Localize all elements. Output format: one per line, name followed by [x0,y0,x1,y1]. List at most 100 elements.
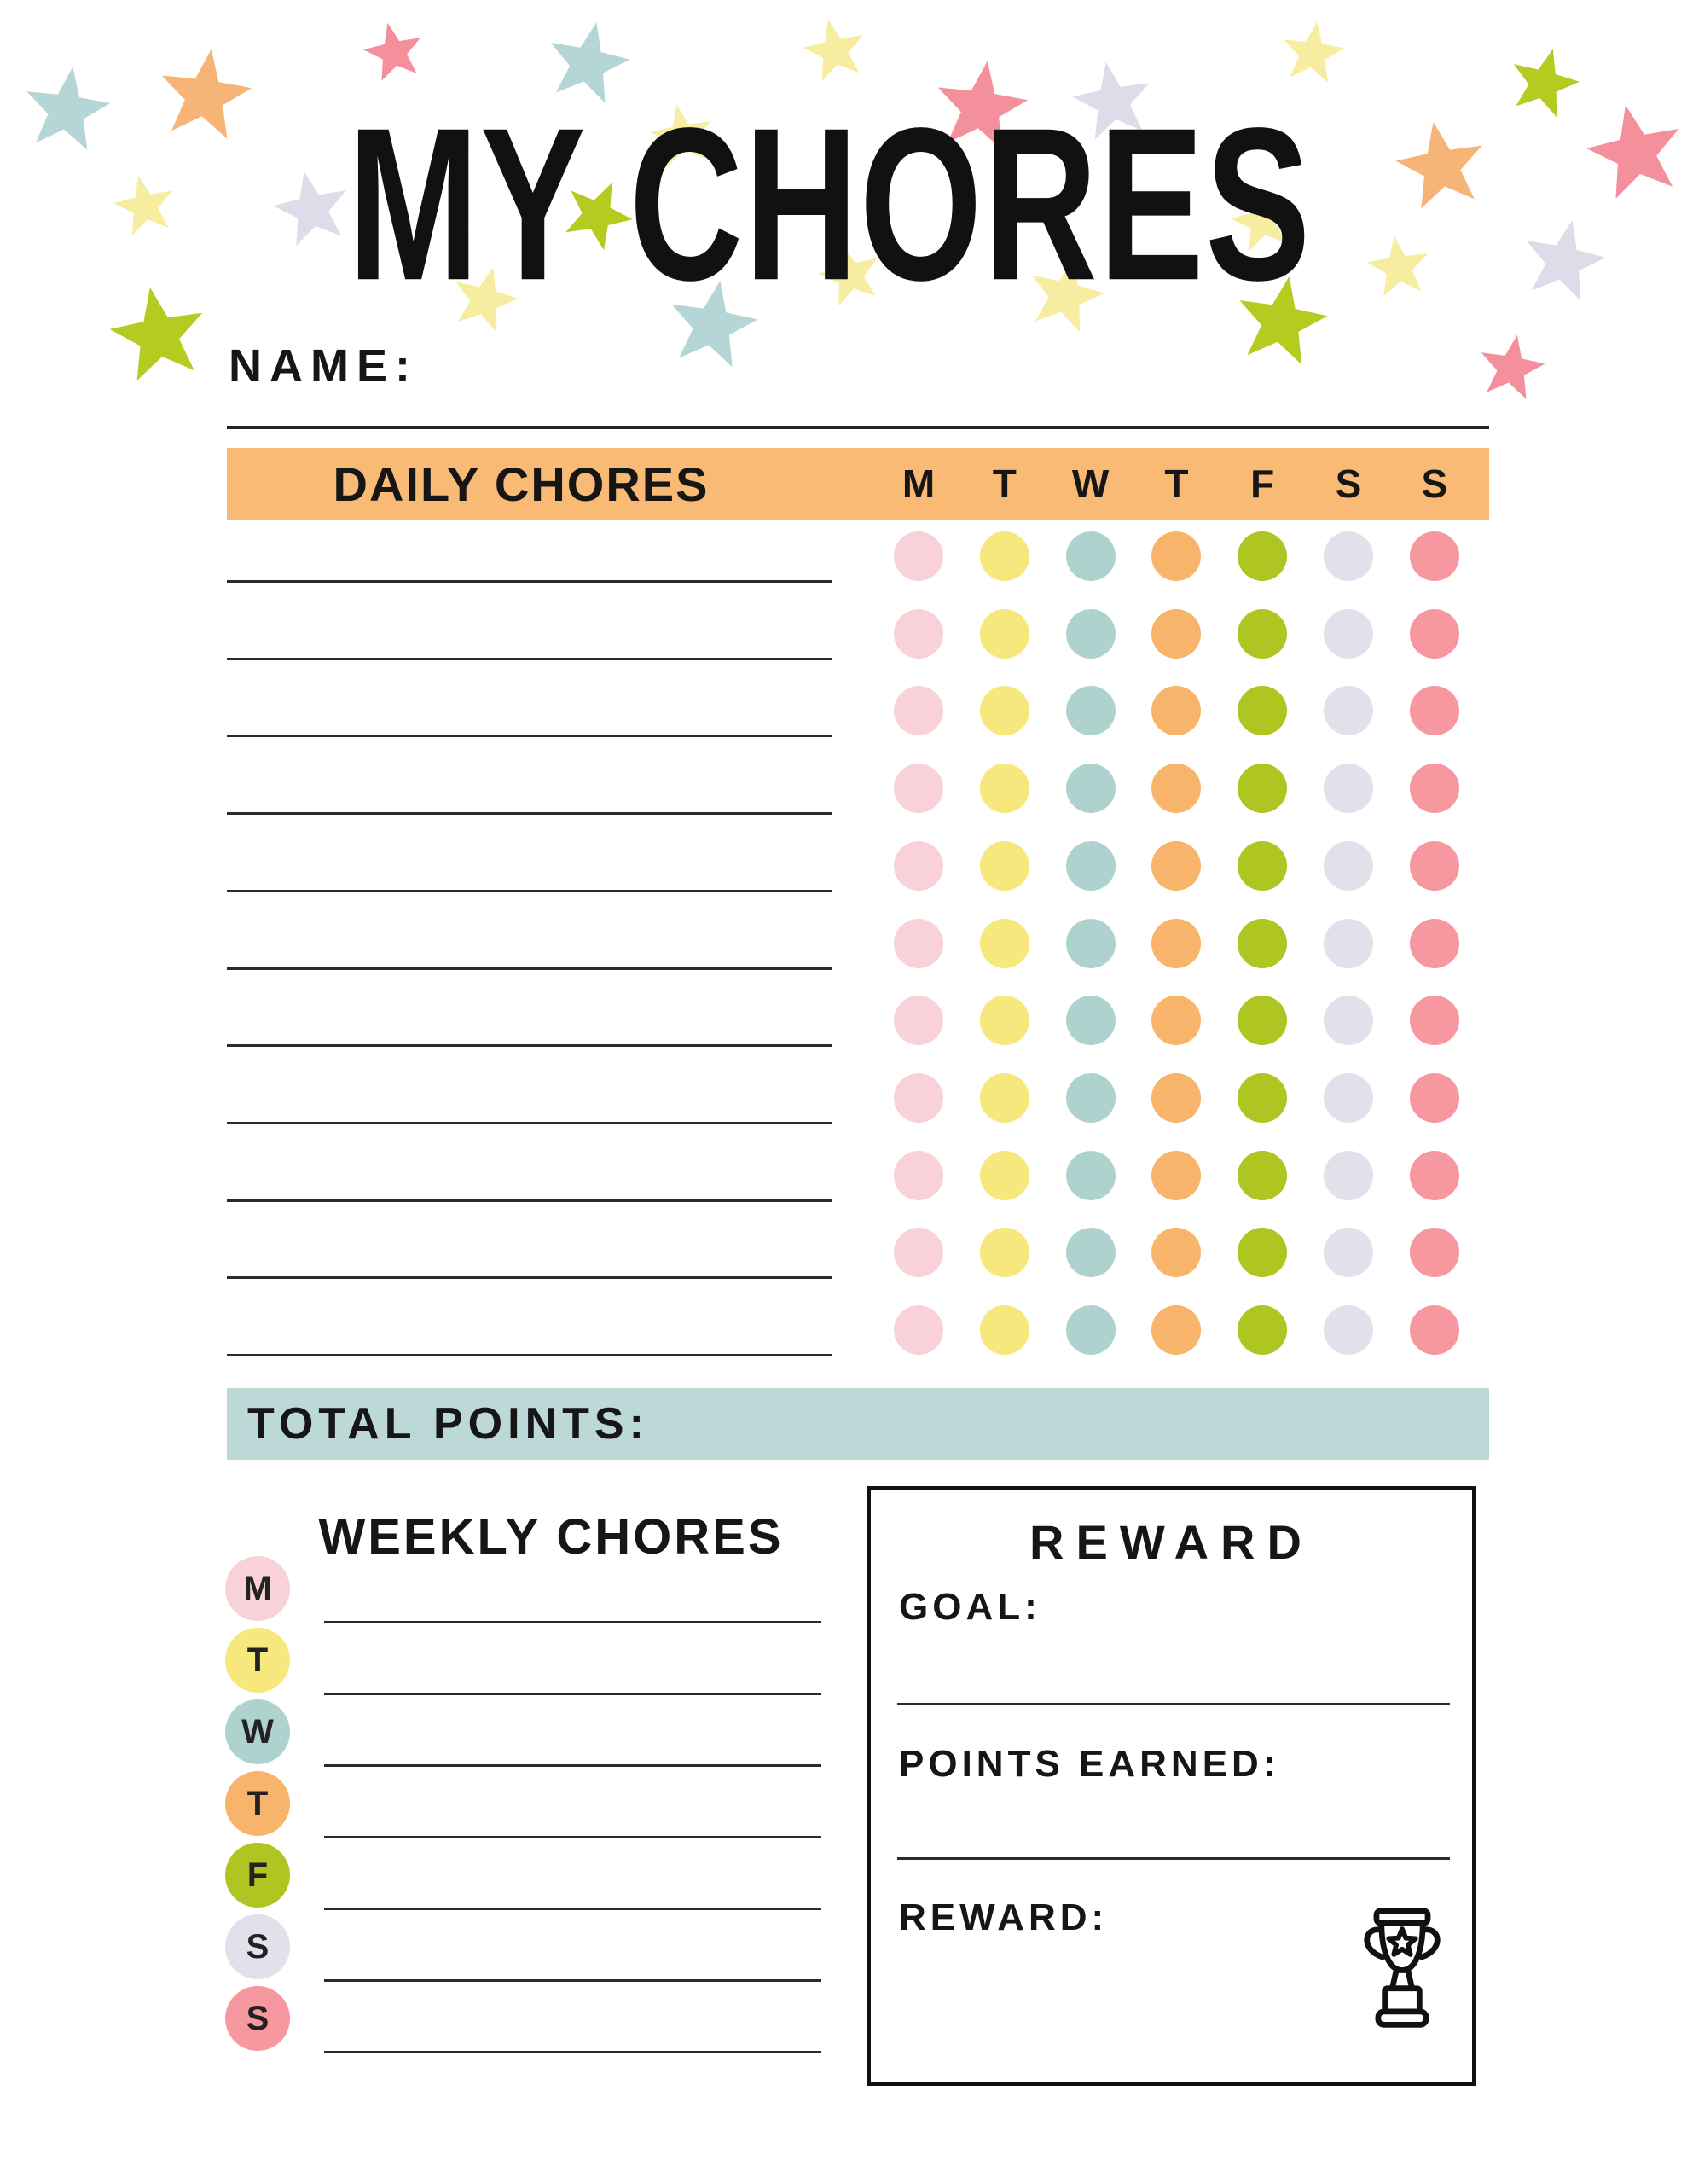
daily-dot[interactable] [1324,1150,1373,1200]
daily-dot[interactable] [1409,686,1459,736]
daily-dot[interactable] [1065,918,1116,968]
daily-chore-input-line[interactable] [227,580,832,583]
daily-dot[interactable] [1238,1150,1288,1200]
daily-dot[interactable] [1151,918,1202,968]
daily-dot[interactable] [894,840,943,891]
weekly-chore-input-line[interactable] [324,1764,821,1767]
daily-dot[interactable] [1065,531,1116,581]
daily-dot[interactable] [1065,1072,1116,1123]
daily-dot[interactable] [894,764,943,814]
daily-dot[interactable] [1238,840,1288,891]
weekly-chore-input-line[interactable] [324,1979,821,1982]
daily-chore-input-line[interactable] [227,1276,832,1280]
daily-dot[interactable] [1151,608,1202,659]
daily-dot[interactable] [979,1150,1029,1200]
daily-dot[interactable] [1324,686,1373,736]
daily-chore-input-line[interactable] [227,1354,832,1356]
weekly-chore-input-line[interactable] [324,1908,821,1910]
daily-dot[interactable] [894,608,943,659]
daily-dot[interactable] [1065,1228,1116,1278]
daily-chore-input-line[interactable] [227,1199,832,1202]
daily-dot[interactable] [1238,608,1288,659]
daily-dot[interactable] [1238,531,1288,581]
daily-dot[interactable] [1409,918,1459,968]
daily-dot[interactable] [979,608,1029,659]
daily-dot[interactable] [894,1305,943,1355]
daily-dot[interactable] [1151,1150,1202,1200]
daily-dot[interactable] [979,1305,1029,1355]
daily-dot[interactable] [979,764,1029,814]
daily-dot[interactable] [1065,686,1116,736]
daily-dot[interactable] [894,1150,943,1200]
daily-dot[interactable] [1409,1150,1459,1200]
daily-dot[interactable] [1238,996,1288,1046]
daily-dot[interactable] [1151,764,1202,814]
daily-dot[interactable] [894,1072,943,1123]
daily-dot[interactable] [1238,686,1288,736]
weekly-chore-input-line[interactable] [324,1836,821,1838]
daily-dot[interactable] [1151,1305,1202,1355]
daily-dot[interactable] [1151,686,1202,736]
daily-dot[interactable] [1151,1228,1202,1278]
daily-dot[interactable] [979,840,1029,891]
daily-dot[interactable] [1324,608,1373,659]
daily-dot[interactable] [1151,840,1202,891]
daily-dot[interactable] [1324,1305,1373,1355]
daily-dot[interactable] [1409,1228,1459,1278]
daily-dot[interactable] [979,1228,1029,1278]
daily-dot[interactable] [1324,531,1373,581]
name-input-line[interactable] [227,426,1489,429]
daily-dot[interactable] [1065,608,1116,659]
daily-chore-input-line[interactable] [227,967,832,970]
weekly-chore-input-line[interactable] [324,2051,821,2053]
weekly-chore-input-line[interactable] [324,1693,821,1695]
daily-dot[interactable] [1324,764,1373,814]
daily-dot[interactable] [1409,840,1459,891]
daily-chore-input-line[interactable] [227,735,832,738]
daily-dot[interactable] [1324,918,1373,968]
daily-dot[interactable] [1324,1072,1373,1123]
daily-dot[interactable] [894,1228,943,1278]
daily-dot[interactable] [1151,1072,1202,1123]
daily-dot[interactable] [979,996,1029,1046]
daily-dot[interactable] [1409,1305,1459,1355]
daily-dot[interactable] [1409,531,1459,581]
daily-dot[interactable] [1238,1228,1288,1278]
daily-dot[interactable] [1238,918,1288,968]
daily-dot[interactable] [894,996,943,1046]
daily-dot[interactable] [979,918,1029,968]
daily-chore-input-line[interactable] [227,1044,832,1048]
daily-dot[interactable] [1065,1150,1116,1200]
daily-chore-input-line[interactable] [227,657,832,660]
daily-dot[interactable] [1065,840,1116,891]
points-earned-input-line[interactable] [897,1857,1450,1860]
daily-dot[interactable] [894,531,943,581]
daily-dot[interactable] [1238,1072,1288,1123]
daily-dot[interactable] [1324,840,1373,891]
daily-chore-input-line[interactable] [227,889,832,892]
daily-dot[interactable] [1324,996,1373,1046]
daily-dot[interactable] [1409,764,1459,814]
daily-dot[interactable] [979,531,1029,581]
daily-dot[interactable] [979,1072,1029,1123]
star-icon [113,175,173,235]
daily-dot[interactable] [1151,531,1202,581]
weekly-chore-input-line[interactable] [324,1621,821,1623]
daily-dot[interactable] [1409,608,1459,659]
daily-dot[interactable] [894,686,943,736]
weekly-day-circle: S [225,1914,290,1979]
daily-dot[interactable] [1151,996,1202,1046]
daily-dot[interactable] [1065,1305,1116,1355]
goal-input-line[interactable] [897,1703,1450,1705]
daily-dot[interactable] [979,686,1029,736]
daily-chore-input-line[interactable] [227,1121,832,1124]
daily-dot[interactable] [1238,1305,1288,1355]
daily-dot[interactable] [1409,996,1459,1046]
daily-dot[interactable] [1065,764,1116,814]
daily-dot[interactable] [1238,764,1288,814]
daily-dot[interactable] [1324,1228,1373,1278]
daily-dot[interactable] [1409,1072,1459,1123]
daily-dot[interactable] [1065,996,1116,1046]
daily-chore-input-line[interactable] [227,812,832,816]
daily-dot[interactable] [894,918,943,968]
